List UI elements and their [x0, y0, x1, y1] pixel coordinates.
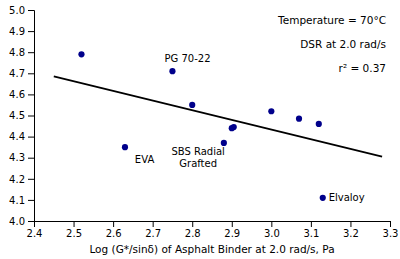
x-tick-mark: [232, 221, 233, 227]
y-tick-mark: [28, 73, 34, 74]
y-tick: 4.7: [9, 68, 34, 79]
x-tick-label: 2.7: [145, 228, 161, 239]
info-text-line: r² = 0.37: [339, 62, 386, 74]
y-tick-mark: [28, 52, 34, 53]
y-tick: 4.0: [9, 216, 34, 227]
x-tick: 3.3: [383, 221, 399, 239]
x-tick: 3.0: [264, 221, 280, 239]
x-tick-label: 3.0: [264, 228, 280, 239]
annotation-line: EVA: [135, 154, 155, 165]
y-tick: 4.1: [9, 195, 34, 206]
chart: 2.42.52.62.72.82.93.03.13.23.34.04.14.24…: [0, 0, 400, 259]
y-tick: 4.8: [9, 47, 34, 58]
y-tick-label: 4.1: [9, 195, 25, 206]
annotation-line: SBS Radial: [171, 146, 224, 157]
x-tick-mark: [311, 221, 312, 227]
x-tick-mark: [113, 221, 114, 227]
annotation: PG 70-22: [165, 53, 211, 64]
x-tick-label: 2.4: [27, 228, 43, 239]
y-tick-label: 4.2: [9, 174, 25, 185]
y-tick-label: 4.7: [9, 68, 25, 79]
x-tick-label: 2.5: [66, 228, 82, 239]
x-tick: 2.5: [66, 221, 82, 239]
x-tick-mark: [192, 221, 193, 227]
data-point: [268, 108, 274, 114]
y-tick-label: 4.3: [9, 152, 25, 163]
x-tick: 2.4: [27, 221, 43, 239]
info-text: DSR at 2.0 rad/s: [300, 38, 386, 50]
plot-area: 2.42.52.62.72.82.93.03.13.23.34.04.14.24…: [9, 5, 398, 239]
y-tick-label: 4.6: [9, 89, 25, 100]
annotation-line: Grafted: [179, 158, 217, 169]
x-tick: 2.9: [224, 221, 240, 239]
y-tick-label: 4.9: [9, 26, 25, 37]
data-point: [231, 124, 237, 130]
y-tick-mark: [28, 200, 34, 201]
y-tick: 4.6: [9, 89, 34, 100]
data-point: [316, 121, 322, 127]
x-tick: 3.2: [343, 221, 359, 239]
annotations: EVA PG 70-22 SBS RadialGrafted Elvaloy Tempe…: [135, 14, 386, 203]
y-tick: 4.2: [9, 174, 34, 185]
y-tick: 4.3: [9, 152, 34, 163]
y-tick-label: 4.0: [9, 216, 25, 227]
annotation: SBS RadialGrafted: [171, 146, 224, 169]
y-tick-mark: [28, 179, 34, 180]
annotation: Elvaloy: [329, 192, 365, 203]
y-tick-label: 5.0: [9, 5, 25, 16]
y-tick-mark: [28, 137, 34, 138]
info-text: r² = 0.37: [339, 62, 386, 74]
trend-line: [54, 76, 382, 156]
y-axis-line: [28, 11, 35, 222]
y-tick: 4.5: [9, 110, 34, 121]
y-axis: 4.0 4.1 4.2 4.3 4.4 4.5 4.6 4.7 4.8 4.9 5.0: [9, 5, 34, 227]
data-point: [221, 140, 227, 146]
info-text-line: Temperature = 70°C: [277, 14, 386, 26]
y-tick-label: 4.5: [9, 110, 25, 121]
y-tick: 4.9: [9, 26, 34, 37]
x-tick: 3.1: [303, 221, 319, 239]
y-tick: 5.0: [9, 5, 34, 16]
x-axis-title: Log (G*/sinδ) of Asphalt Binder at 2.0 r…: [89, 243, 334, 255]
x-tick-label: 2.6: [106, 228, 122, 239]
x-tick: 2.6: [106, 221, 122, 239]
x-axis-line: [35, 222, 391, 228]
y-tick-label: 4.8: [9, 47, 25, 58]
y-tick: 4.4: [9, 131, 34, 142]
x-tick: 2.8: [185, 221, 201, 239]
annotation-line: PG 70-22: [165, 53, 211, 64]
y-tick-mark: [28, 116, 34, 117]
data-point: [122, 144, 128, 150]
x-tick-label: 3.2: [343, 228, 359, 239]
annotation: EVA: [135, 154, 155, 165]
data-point: [169, 68, 175, 74]
data-point: [189, 102, 195, 108]
info-text-line: DSR at 2.0 rad/s: [300, 38, 386, 50]
data-point: [296, 116, 302, 122]
x-tick-label: 2.8: [185, 228, 201, 239]
x-tick-mark: [153, 221, 154, 227]
y-tick-mark: [28, 10, 34, 11]
x-tick-mark: [74, 221, 75, 227]
x-tick-mark: [350, 221, 351, 227]
x-tick-label: 2.9: [224, 228, 240, 239]
marks: [54, 51, 382, 201]
x-axis: 2.4 2.5 2.6 2.7 2.8 2.9 3.0 3.1 3.2 3.3: [27, 221, 399, 239]
y-tick-mark: [28, 158, 34, 159]
y-tick-mark: [28, 31, 34, 32]
data-point: [78, 51, 84, 57]
annotation-line: Elvaloy: [329, 192, 365, 203]
x-tick: 2.7: [145, 221, 161, 239]
y-tick-mark: [28, 221, 34, 222]
y-tick-mark: [28, 94, 34, 95]
data-point: [320, 195, 326, 201]
x-tick-mark: [390, 221, 391, 227]
y-tick-label: 4.4: [9, 131, 25, 142]
x-tick-label: 3.1: [303, 228, 319, 239]
x-tick-mark: [271, 221, 272, 227]
x-tick-label: 3.3: [383, 228, 399, 239]
info-text: Temperature = 70°C: [277, 14, 386, 26]
